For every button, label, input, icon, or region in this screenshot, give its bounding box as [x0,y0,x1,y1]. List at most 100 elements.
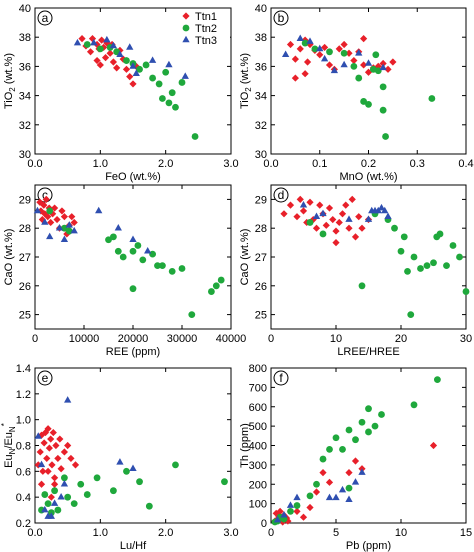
data-point-ttn2 [119,253,127,261]
data-point-ttn3 [129,464,137,472]
data-point-ttn1 [351,233,360,241]
data-point-ttn2 [61,474,68,482]
data-point-ttn2 [410,253,418,261]
data-point-ttn2 [188,311,196,318]
data-point-ttn2 [339,445,346,453]
data-point-ttn2 [129,285,137,293]
data-point-ttn1 [296,45,304,53]
data-point-ttn2 [306,219,314,226]
data-point-ttn3 [65,221,73,228]
data-point-ttn3 [46,232,54,240]
y-tick-label: 32 [255,120,267,132]
data-point-ttn2 [456,253,463,261]
data-point-ttn1 [57,465,65,473]
data-point-ttn3 [280,511,288,518]
data-point-ttn3 [381,206,389,214]
x-tick-label: 0 [268,333,274,345]
data-point-ttn1 [322,221,330,229]
data-point-ttn1 [58,207,66,215]
data-point-ttn3 [281,50,290,58]
panel-c: 0 10000 20000 30000 40000 25 26 27 28 29 REE (ppm)… [3,184,246,358]
data-point-ttn1 [129,80,137,88]
data-point-ttn2 [306,492,314,500]
data-point-ttn3 [351,478,360,485]
data-point-ttn1 [68,213,76,221]
data-point-ttn3 [57,492,65,500]
y-tick-label: 700 [249,382,267,394]
panel-label-circle [37,10,53,26]
data-point-ttn1 [122,65,131,73]
data-point-ttn3 [377,203,386,211]
data-point-ttn2 [110,233,117,241]
data-point-ttn2 [136,478,143,486]
plot-frame [270,7,467,155]
data-point-ttn3 [126,43,134,50]
data-point-ttn2 [400,233,408,241]
data-point-ttn2 [365,428,372,436]
data-point-ttn1 [47,493,55,501]
data-point-ttn2 [287,507,294,515]
data-point-ttn3 [132,69,140,77]
data-point-ttn1 [332,239,340,247]
y-tick-label: 1.0 [16,415,31,427]
y-tick-label: 30 [255,149,267,161]
data-point-ttn1 [293,507,301,515]
data-point-ttn2 [407,311,415,318]
y-tick-label: 34 [255,91,267,103]
y-tick-label: 0.8 [16,441,31,453]
data-point-ttn2 [110,487,117,495]
data-point-ttn1 [48,461,56,469]
data-point-ttn3 [148,56,157,63]
panel-f: 0 5 10 15 0 100 200 300 400 500 600 700 800 Pb (ppm) T… [239,363,472,552]
data-point-ttn2 [340,49,348,57]
panel-label: f [279,371,283,385]
data-point-ttn2 [217,276,225,284]
data-point-ttn1 [303,58,312,66]
data-point-ttn2 [191,133,199,140]
data-point-ttn1 [52,441,60,450]
data-point-ttn2 [105,236,112,244]
data-point-ttn2 [404,268,411,275]
data-point-ttn2 [154,262,161,270]
data-point-ttn3 [129,235,137,243]
x-tick-label: 1.0 [93,527,108,539]
data-point-ttn2 [172,461,179,469]
data-point-ttn2 [172,103,179,111]
data-point-ttn1 [286,40,295,49]
data-point-ttn1 [306,198,314,206]
data-point-ttn2 [326,445,333,453]
data-point-ttn1 [293,213,301,221]
data-point-ttn3 [340,60,348,68]
data-point-ttn3 [95,206,103,214]
y-tick-label: 36 [19,61,31,73]
y-axis-label: CaO (wt.%) [239,229,251,286]
data-point-ttn1 [286,201,295,209]
legend-label: Ttn1 [195,11,217,23]
x-tick-label: 2.0 [158,527,173,539]
data-point-ttn2 [379,106,387,114]
data-point-ttn2 [54,506,62,514]
x-tick-label: 0.1 [312,158,327,170]
data-point-ttn1 [348,195,356,203]
data-point-ttn3 [47,512,55,519]
data-point-ttn3 [60,235,69,243]
data-point-ttn2 [142,61,150,69]
data-point-ttn3 [41,218,49,225]
data-point-ttn3 [325,493,334,501]
y-tick-label: 38 [255,32,267,44]
data-point-ttn1 [299,513,308,521]
data-point-ttn3 [73,38,82,46]
data-point-ttn3 [103,35,111,43]
y-tick-label: 26 [255,281,267,293]
x-tick-label: 2.0 [158,158,173,170]
data-point-ttn3 [364,59,373,66]
data-point-ttn2 [449,242,457,249]
data-point-ttn2 [168,89,176,97]
data-point-ttn1 [316,51,324,59]
panel-a: 0.0 1.0 2.0 3.0 30 32 34 36 38 40 FeO (wt.%) TiO2 (… [3,3,239,183]
data-point-ttn1 [37,431,46,439]
data-point-ttn3 [114,224,122,231]
data-point-ttn3 [41,505,49,513]
data-point-ttn2 [434,376,441,384]
